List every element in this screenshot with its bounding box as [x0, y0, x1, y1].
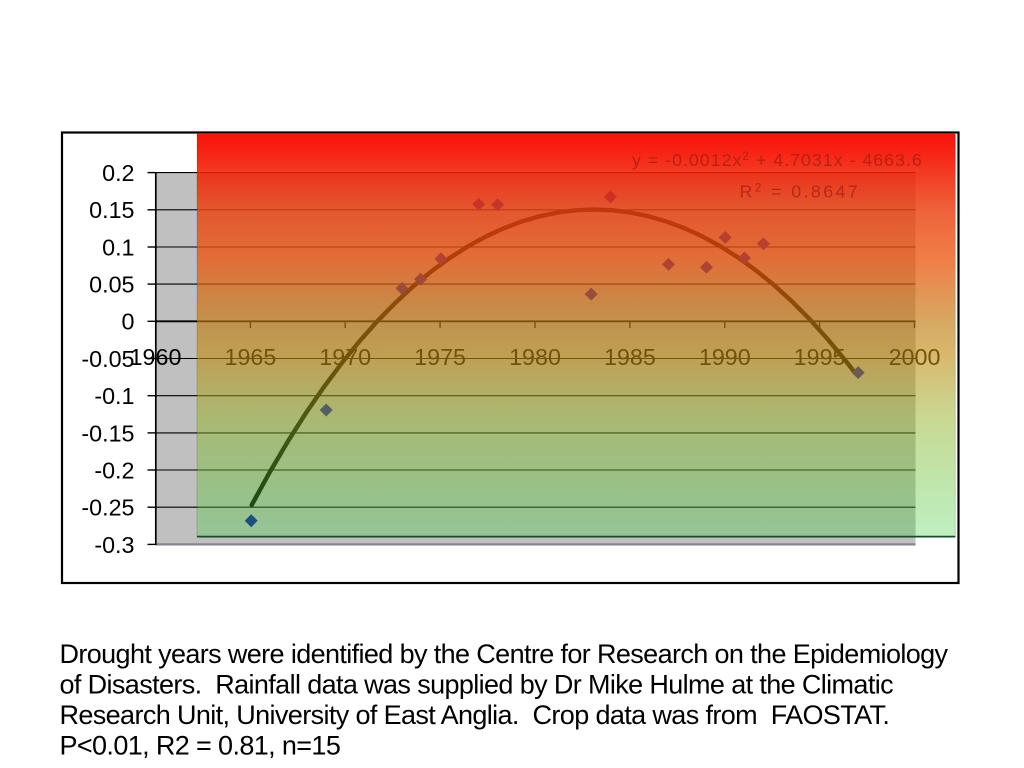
svg-text:0: 0 [122, 309, 135, 335]
svg-text:R2 = 0.8647: R2 = 0.8647 [740, 181, 861, 202]
svg-text:-0.3: -0.3 [94, 532, 134, 558]
svg-text:-0.1: -0.1 [94, 383, 134, 409]
svg-text:Drought years were identified: Drought years were identified by the Cen… [60, 639, 949, 669]
svg-text:-0.05: -0.05 [81, 346, 134, 372]
svg-text:-0.25: -0.25 [81, 495, 134, 521]
svg-text:0.2: 0.2 [102, 160, 134, 186]
svg-text:-0.15: -0.15 [81, 420, 134, 446]
svg-text:1960: 1960 [130, 344, 182, 370]
svg-text:0.1: 0.1 [102, 234, 134, 260]
svg-text:Research Unit, University of E: Research Unit, University of East Anglia… [60, 700, 890, 730]
svg-text:-0.2: -0.2 [94, 457, 134, 483]
svg-text:0.05: 0.05 [89, 272, 134, 298]
svg-text:0.15: 0.15 [89, 197, 134, 223]
svg-text:of Disasters. Rainfall data w: of Disasters. Rainfall data was supplied… [60, 670, 894, 700]
svg-text:y = -0.0012x2 + 4.7031x - 4663: y = -0.0012x2 + 4.7031x - 4663.6 [632, 149, 923, 170]
svg-text:P<0.01, R2 = 0.81, n=15: P<0.01, R2 = 0.81, n=15 [60, 731, 341, 761]
